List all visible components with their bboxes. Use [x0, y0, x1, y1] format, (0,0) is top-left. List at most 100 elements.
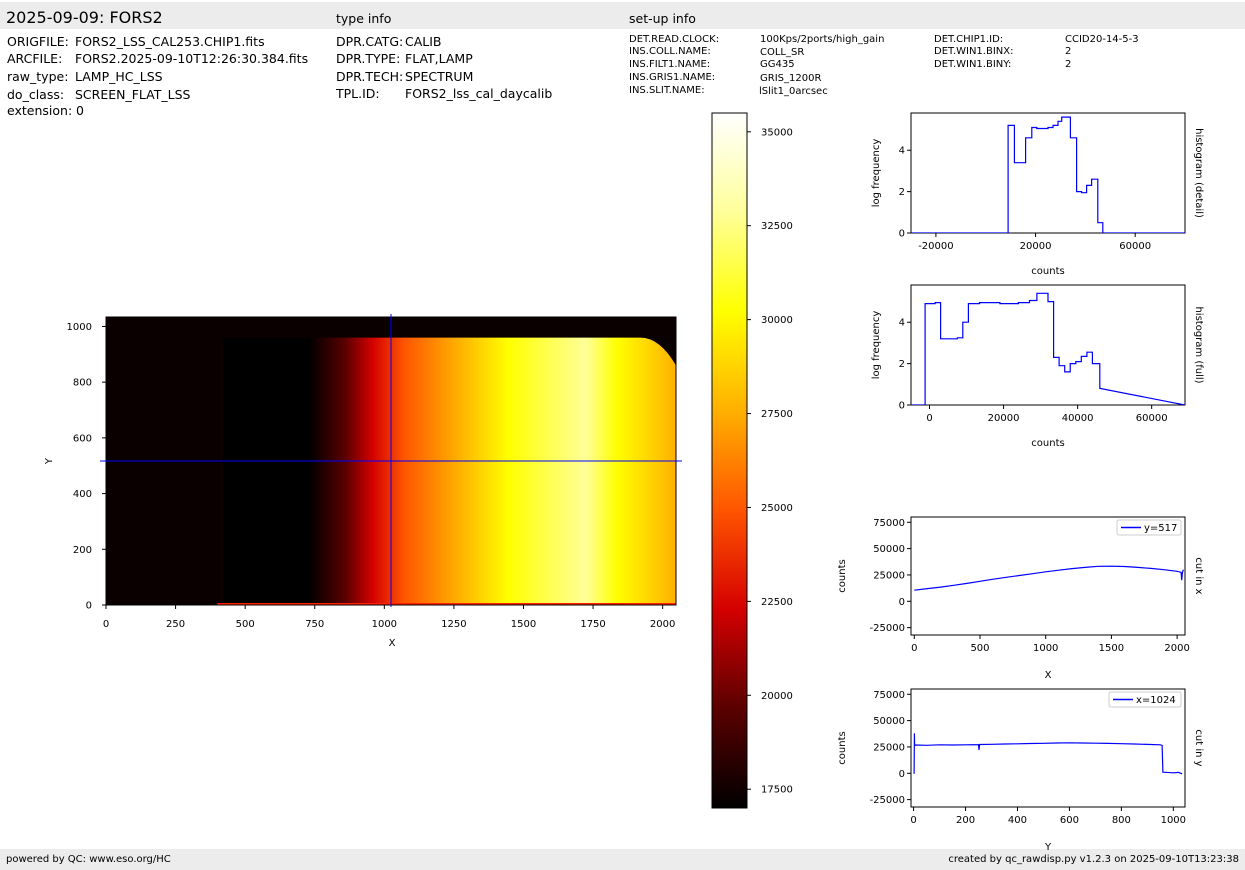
file-info-key: do_class: [7, 87, 65, 102]
y-axis-label: Y [44, 457, 55, 465]
setup-info-value: lSlit1_0arcsec [759, 86, 828, 97]
x-tick-label: 750 [305, 619, 324, 630]
file-info-value: SCREEN_FLAT_LSS [75, 87, 191, 102]
file-info-value: FORS2.2025-09-10T12:26:30.384.fits [75, 51, 309, 66]
image-illuminated-region [222, 337, 676, 605]
footer-band [0, 849, 1245, 870]
x-tick-label: 60000 [1136, 413, 1168, 424]
x-tick-label: 600 [1060, 815, 1079, 826]
x-tick-label: 250 [166, 619, 185, 630]
y-axis-label: counts [837, 731, 848, 764]
cut_x-series-line [914, 565, 1184, 591]
type-info-value: FORS2_lss_cal_daycalib [405, 86, 553, 101]
y-tick-label: 2 [899, 359, 905, 370]
setup-info-value: 2 [1065, 59, 1072, 70]
x-axis-label: X [1045, 670, 1052, 681]
x-tick-label: 20000 [988, 413, 1020, 424]
y-tick-label: 600 [73, 433, 92, 444]
colorbar-tick-label: 22500 [761, 597, 793, 608]
y-tick-label: 0 [86, 601, 92, 612]
y-tick-label: 4 [899, 146, 905, 157]
type-info-value: FLAT,LAMP [405, 51, 473, 66]
type-info-key: DPR.TECH: [336, 69, 404, 84]
setup-info-value: CCID20-14-5-3 [1065, 34, 1139, 45]
y-axis-label: log frequency [871, 139, 882, 208]
y-tick-label: -25000 [870, 623, 905, 634]
setup-info-value: 2 [1065, 46, 1072, 57]
axes-frame [910, 688, 1186, 808]
hist_detail-series-line [911, 116, 1185, 233]
x-tick-label: 2000 [650, 619, 675, 630]
panel-title: cut in y [1193, 729, 1204, 766]
x-tick-label: 40000 [1062, 413, 1094, 424]
y-tick-label: 2 [899, 187, 905, 198]
cut_y-series-line [913, 733, 1183, 775]
axes-frame [910, 516, 1186, 636]
y-tick-label: 200 [73, 545, 92, 556]
y-tick-label: 75000 [873, 518, 905, 529]
setup-info-key: DET.READ.CLOCK: [629, 34, 720, 45]
file-info-key: ORIGFILE: [7, 34, 69, 49]
x-tick-label: 60000 [1119, 241, 1151, 252]
setup-info-key: INS.FILT1.NAME: [629, 59, 711, 70]
y-tick-label: 25000 [873, 570, 905, 581]
x-tick-label: 1000 [1033, 643, 1058, 654]
legend-box [1116, 519, 1182, 536]
colorbar-tick-label: 27500 [761, 409, 793, 420]
colorbar-tick-label: 20000 [761, 691, 793, 702]
file-info-value: 0 [76, 103, 84, 118]
x-tick-label: 0 [910, 815, 916, 826]
setup-info-key: DET.WIN1.BINX: [934, 46, 1014, 57]
colorbar-tick-label: 30000 [761, 315, 793, 326]
x-tick-label: 1000 [1161, 815, 1186, 826]
y-tick-label: 0 [899, 401, 905, 412]
panel-title: cut in x [1193, 557, 1204, 594]
y-tick-label: 25000 [873, 742, 905, 753]
legend-label: y=517 [1144, 523, 1177, 534]
file-info-key: raw_type: [7, 69, 69, 84]
type-info-key: TPL.ID: [336, 86, 380, 101]
setup-info-title: set-up info [629, 11, 696, 26]
x-axis-label: X [389, 638, 396, 649]
x-axis-label: counts [1031, 266, 1064, 277]
x-tick-label: 500 [236, 619, 255, 630]
type-info-key: DPR.TYPE: [336, 51, 401, 66]
page-title: 2025-09-09: FORS2 [6, 8, 163, 27]
x-tick-label: 0 [911, 643, 917, 654]
file-info-key: ARCFILE: [7, 51, 63, 66]
type-info-value: CALIB [405, 34, 442, 49]
x-axis-label: Y [1044, 842, 1052, 853]
x-tick-label: -20000 [918, 241, 953, 252]
setup-info-value: COLL_SR [760, 47, 805, 58]
x-tick-label: 2000 [1164, 643, 1189, 654]
colorbar-tick-label: 35000 [761, 127, 793, 138]
y-tick-label: 400 [73, 489, 92, 500]
file-info-value: FORS2_LSS_CAL253.CHIP1.fits [75, 34, 265, 49]
footer-left: powered by QC: www.eso.org/HC [6, 854, 171, 865]
x-tick-label: 0 [926, 413, 932, 424]
y-tick-label: 50000 [873, 544, 905, 555]
hist_full-series-line [911, 292, 1185, 405]
x-tick-label: 1500 [511, 619, 536, 630]
legend-box [1108, 691, 1182, 708]
y-tick-label: 4 [899, 318, 905, 329]
x-axis-label: counts [1031, 438, 1064, 449]
y-tick-label: 0 [899, 229, 905, 240]
x-tick-label: 1750 [580, 619, 605, 630]
x-tick-label: 1000 [372, 619, 397, 630]
y-tick-label: 800 [73, 378, 92, 389]
setup-info-key: DET.CHIP1.ID: [934, 34, 1004, 45]
x-tick-label: 1250 [441, 619, 466, 630]
y-tick-label: 50000 [873, 716, 905, 727]
panel-title: histogram (detail) [1193, 128, 1204, 218]
header-band [0, 2, 1245, 29]
y-tick-label: 75000 [873, 690, 905, 701]
axes-frame [910, 284, 1186, 406]
file-info-key: extension: [7, 103, 73, 118]
y-axis-label: log frequency [871, 311, 882, 380]
setup-info-value: GG435 [760, 59, 795, 70]
y-tick-label: 1000 [67, 322, 92, 333]
y-tick-label: -25000 [870, 795, 905, 806]
x-tick-label: 20000 [1020, 241, 1052, 252]
